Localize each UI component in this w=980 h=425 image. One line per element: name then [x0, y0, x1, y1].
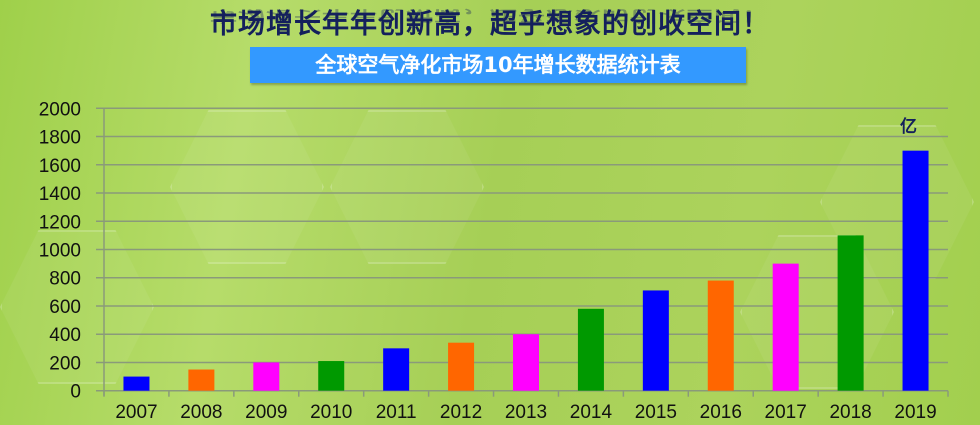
y-tick-label: 1600	[39, 156, 81, 177]
unit-label: 亿	[900, 117, 917, 137]
y-tick-label: 600	[49, 297, 81, 318]
background-hexagon	[740, 235, 894, 389]
x-tick-label: 2011	[376, 402, 417, 423]
x-tick-label: 2019	[894, 402, 936, 423]
bar-2012	[448, 342, 475, 391]
x-tick-label: 2010	[310, 402, 352, 423]
bar-2007	[123, 376, 150, 391]
bar-2009	[253, 362, 280, 391]
y-tick-label: 1200	[39, 212, 81, 233]
x-tick-label: 2015	[635, 402, 677, 423]
y-tick-label: 200	[49, 353, 81, 374]
bar-2016	[707, 280, 734, 391]
y-tick-label: 1400	[39, 184, 81, 205]
y-tick-label: 400	[49, 325, 81, 346]
background-hexagon	[0, 230, 154, 384]
bar-2013	[513, 334, 539, 391]
x-tick-label: 2007	[115, 402, 157, 423]
x-tick-label: 2014	[570, 402, 613, 423]
bar-2010	[318, 361, 345, 391]
bar-2014	[577, 308, 604, 391]
page-title: 市场增长年年创新高，超乎想象的创收空间！	[210, 9, 770, 40]
y-tick-label: 800	[49, 269, 81, 290]
x-tick-label: 2016	[700, 402, 742, 423]
y-tick-label: 2000	[39, 99, 81, 120]
bar-2018	[837, 235, 864, 391]
x-tick-label: 2012	[440, 402, 482, 423]
chart-title-banner: 全球空气净化市场10年增长数据统计表	[250, 47, 746, 83]
x-tick-label: 2018	[829, 402, 871, 423]
bar-2011	[383, 348, 410, 391]
x-tick-label: 2008	[180, 402, 222, 423]
y-tick-label: 1000	[39, 241, 81, 262]
bar-2019	[902, 150, 929, 391]
y-tick-label: 0	[70, 382, 81, 403]
bar-2008	[188, 369, 215, 391]
x-tick-label: 2009	[245, 402, 287, 423]
bar-2017	[772, 263, 799, 391]
bar-2015	[642, 290, 669, 391]
x-tick-label: 2013	[505, 402, 547, 423]
y-tick-label: 1800	[39, 128, 81, 149]
x-tick-label: 2017	[765, 402, 807, 423]
